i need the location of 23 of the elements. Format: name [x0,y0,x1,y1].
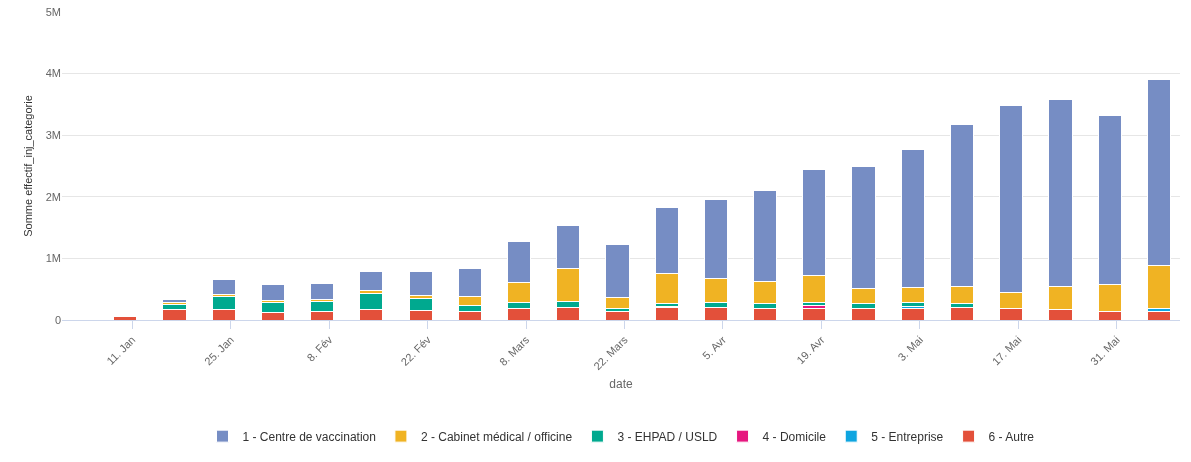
y-tick-label: 4M [45,67,61,80]
legend-label: 4 - Domicile [762,429,827,444]
legend-label: 2 - Cabinet médical / officine [420,429,573,444]
y-tick-label: 0 [54,313,61,326]
legend-label: 5 - Entreprise [871,429,944,444]
x-tick-label: 25. Jan [202,333,237,368]
x-tick-label: 5. Avr [700,333,729,362]
y-tick-label: 5M [45,5,61,18]
x-tick-label: 17. Mai [989,333,1024,368]
y-tick-label: 3M [45,129,61,142]
x-tick-label: 11. Jan [104,333,138,367]
x-tick-label: 31. Mai [1088,333,1123,368]
y-axis-title: Somme effectif_inj_categorie [22,95,35,237]
x-tick-label: 22. Fév [398,333,434,368]
y-tick-label: 1M [45,252,61,265]
legend-label: 6 - Autre [988,429,1035,444]
x-axis-title: date [609,377,633,392]
x-tick-label: 19. Avr [794,333,827,367]
legend-label: 3 - EHPAD / USLD [617,429,718,444]
y-tick-label: 2M [45,190,61,203]
legend-label: 1 - Centre de vaccination [242,429,376,444]
x-tick-label: 3. Mai [895,333,926,364]
x-tick-label: 8. Fév [304,333,335,364]
